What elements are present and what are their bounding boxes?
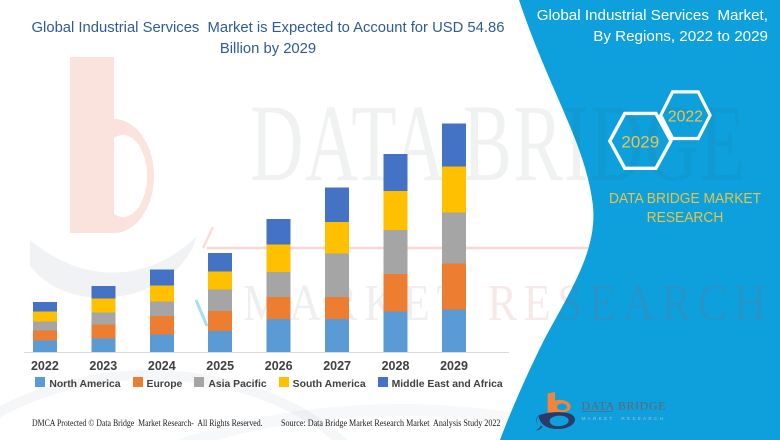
svg-text:2022: 2022 xyxy=(668,108,703,125)
svg-text:MARKET RESEARCH: MARKET RESEARCH xyxy=(582,416,666,422)
svg-text:DATA BRIDGE: DATA BRIDGE xyxy=(582,399,667,413)
svg-text:2029: 2029 xyxy=(621,132,659,151)
